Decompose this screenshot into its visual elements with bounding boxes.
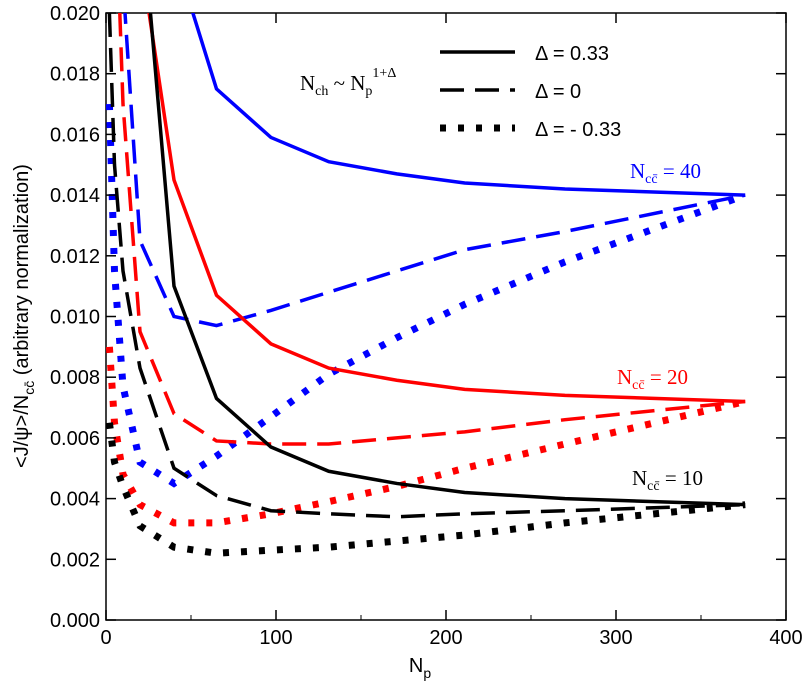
x-label-part: N bbox=[409, 655, 423, 677]
annotation-part: cc̄ bbox=[645, 172, 658, 187]
x-axis-label: Np bbox=[409, 655, 431, 681]
annotation-part: cc̄ bbox=[632, 378, 645, 393]
y-tick-label: 0.014 bbox=[50, 185, 100, 207]
x-tick-label: 200 bbox=[429, 627, 462, 649]
y-tick-label: 0.016 bbox=[50, 124, 100, 146]
annotation-part: N bbox=[632, 466, 647, 490]
series-line bbox=[106, 422, 746, 557]
x-tick-label: 300 bbox=[599, 627, 632, 649]
series-line bbox=[106, 346, 747, 527]
y-tick-label: 0.020 bbox=[50, 3, 100, 25]
series-line bbox=[191, 13, 746, 197]
y-label-part: cc̄ bbox=[21, 381, 37, 395]
y-tick-label: 0.018 bbox=[50, 64, 100, 86]
annotation-part: N bbox=[617, 365, 632, 389]
series-line bbox=[107, 13, 746, 519]
y-axis-label: <J/ψ>/Ncc̄ (arbitrary normalization) bbox=[11, 164, 37, 468]
y-label-part: <J/ψ>/N bbox=[11, 395, 33, 468]
x-tick-label: 100 bbox=[259, 627, 292, 649]
series-line bbox=[118, 13, 746, 446]
y-tick-label: 0.012 bbox=[50, 246, 100, 268]
formula-part: p bbox=[365, 84, 372, 99]
series-line bbox=[148, 13, 746, 507]
annotation: Ncc̄ = 20 bbox=[617, 365, 688, 393]
y-tick-label: 0.010 bbox=[50, 307, 100, 329]
formula-part: N bbox=[300, 71, 315, 95]
annotation-part: = 10 bbox=[660, 466, 703, 490]
y-tick-label: 0.002 bbox=[50, 549, 100, 571]
y-tick-label: 0.006 bbox=[50, 428, 100, 450]
legend-label: Δ = 0 bbox=[535, 81, 581, 103]
series-line bbox=[147, 13, 746, 404]
annotation: Ncc̄ = 40 bbox=[630, 159, 701, 187]
formula: Nch ~ Np1+Δ bbox=[300, 66, 396, 99]
y-tick-label: 0.000 bbox=[50, 610, 100, 632]
formula-part: ch bbox=[315, 84, 328, 99]
y-tick-label: 0.008 bbox=[50, 367, 100, 389]
y-label-part: (arbitrary normalization) bbox=[11, 164, 33, 381]
legend-label: Δ = - 0.33 bbox=[535, 119, 621, 141]
x-tick-label: 0 bbox=[100, 627, 111, 649]
x-label-part: p bbox=[423, 665, 431, 681]
y-tick-label: 0.004 bbox=[50, 489, 100, 511]
series-line bbox=[106, 103, 747, 488]
annotation: Ncc̄ = 10 bbox=[632, 466, 703, 494]
annotation-part: = 20 bbox=[645, 365, 688, 389]
annotation-part: N bbox=[630, 159, 645, 183]
legend-label: Δ = 0.33 bbox=[535, 43, 609, 65]
annotation-part: = 40 bbox=[658, 159, 701, 183]
formula-part: ~ N bbox=[328, 71, 365, 95]
x-tick-label: 400 bbox=[769, 627, 802, 649]
annotation-part: cc̄ bbox=[647, 479, 660, 494]
formula-part: 1+Δ bbox=[372, 66, 396, 81]
